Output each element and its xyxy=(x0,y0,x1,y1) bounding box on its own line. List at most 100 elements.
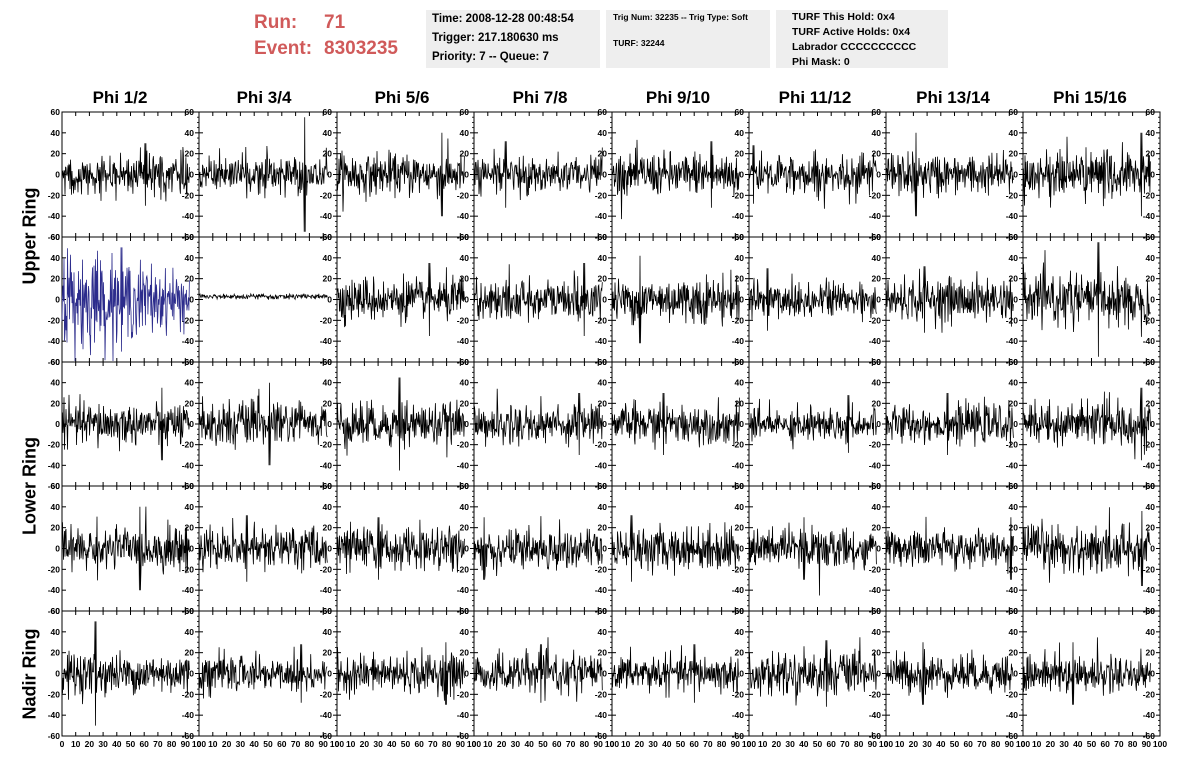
event-value: 8303235 xyxy=(324,38,398,59)
y-tick-label: -20 xyxy=(732,440,745,450)
y-tick-label: 0 xyxy=(876,669,881,679)
waveform-trace xyxy=(748,268,877,331)
x-tick-label: 100 xyxy=(1153,739,1167,749)
y-tick-label-left: -20 xyxy=(48,315,61,325)
y-tick-label: 60 xyxy=(1009,232,1019,242)
y-tick-label: 0 xyxy=(739,419,744,429)
y-tick-label: 0 xyxy=(602,295,607,305)
y-tick-label: 40 xyxy=(872,627,882,637)
y-tick-label: 20 xyxy=(1146,523,1156,533)
y-tick-label: 0 xyxy=(1150,419,1155,429)
y-tick-label: -20 xyxy=(732,315,745,325)
waveform-trace xyxy=(61,387,190,461)
y-tick-label: 20 xyxy=(185,398,195,408)
y-tick-label: 40 xyxy=(460,253,470,263)
y-tick-label-left: -20 xyxy=(48,689,61,699)
y-tick-label: 60 xyxy=(323,232,333,242)
y-tick-label-left: 60 xyxy=(51,107,61,117)
y-tick-label: -40 xyxy=(182,336,195,346)
y-tick-label: 60 xyxy=(872,232,882,242)
x-tick-label: 0 xyxy=(747,739,752,749)
y-tick-label: -40 xyxy=(457,710,470,720)
y-tick-label: -20 xyxy=(1143,315,1156,325)
y-tick-label: -20 xyxy=(595,564,608,574)
y-tick-label: 20 xyxy=(323,149,333,159)
y-tick-label-left: 20 xyxy=(51,274,61,284)
y-tick-label: -20 xyxy=(595,440,608,450)
x-tick-label: 10 xyxy=(71,739,81,749)
y-tick-label: 20 xyxy=(735,523,745,533)
waveform-trace xyxy=(885,642,1014,705)
y-tick-label: -20 xyxy=(732,190,745,200)
waveform-trace xyxy=(473,637,603,703)
y-tick-label: 20 xyxy=(1146,398,1156,408)
y-tick-label-left: 60 xyxy=(51,606,61,616)
y-tick-label: 40 xyxy=(323,378,333,388)
x-tick-label: 100 xyxy=(1016,739,1030,749)
x-tick-label: 40 xyxy=(249,739,259,749)
waveform-trace xyxy=(748,395,877,453)
x-tick-label: 50 xyxy=(263,739,273,749)
y-tick-label: 0 xyxy=(327,669,332,679)
y-tick-label: -40 xyxy=(182,585,195,595)
y-tick-label: 40 xyxy=(1146,502,1156,512)
y-tick-label: 60 xyxy=(1009,107,1019,117)
x-tick-label: 60 xyxy=(277,739,287,749)
x-tick-label: 70 xyxy=(703,739,713,749)
y-tick-label-left: -60 xyxy=(48,606,61,616)
waveform-trace xyxy=(748,637,877,707)
waveform-trace xyxy=(336,132,465,217)
waveform-trace xyxy=(885,132,1014,217)
y-tick-label: 20 xyxy=(1146,274,1156,284)
y-tick-label: 40 xyxy=(872,378,882,388)
y-tick-label: 20 xyxy=(460,398,470,408)
x-tick-label: 10 xyxy=(621,739,631,749)
waveform-trace xyxy=(611,392,740,456)
y-tick-label: -20 xyxy=(457,315,470,325)
x-tick-label: 70 xyxy=(428,739,438,749)
y-tick-label: 20 xyxy=(1009,149,1019,159)
y-tick-label: 40 xyxy=(1146,378,1156,388)
y-tick-label: 60 xyxy=(872,481,882,491)
turf-this-hold-text: TURF This Hold: 0x4 xyxy=(792,11,895,23)
y-tick-label: 40 xyxy=(185,378,195,388)
y-tick-label: -20 xyxy=(1143,440,1156,450)
column-title-phi-13-14: Phi 13/14 xyxy=(916,88,990,107)
y-tick-label: -40 xyxy=(182,211,195,221)
y-tick-label: -40 xyxy=(869,211,882,221)
y-tick-label: -60 xyxy=(182,731,195,741)
waveform-trace xyxy=(61,143,190,206)
y-tick-label: -40 xyxy=(457,211,470,221)
y-tick-label: 60 xyxy=(185,107,195,117)
y-tick-label-left: 40 xyxy=(51,378,61,388)
waveform-trace xyxy=(61,247,190,362)
column-title-phi-11-12: Phi 11/12 xyxy=(778,88,852,107)
y-tick-label: 60 xyxy=(185,481,195,491)
y-tick-label: 20 xyxy=(872,149,882,159)
y-tick-label: -20 xyxy=(869,689,882,699)
x-tick-label: 40 xyxy=(112,739,122,749)
y-tick-label-left: 0 xyxy=(55,544,60,554)
y-tick-label: -60 xyxy=(320,731,333,741)
y-tick-label: 20 xyxy=(460,274,470,284)
y-tick-label: -20 xyxy=(457,190,470,200)
y-tick-label: 20 xyxy=(323,274,333,284)
column-title-phi-5-6: Phi 5/6 xyxy=(374,88,430,107)
x-tick-label: 90 xyxy=(1142,739,1152,749)
waveform-trace xyxy=(336,262,465,337)
y-tick-label: -40 xyxy=(869,460,882,470)
y-tick-label: 20 xyxy=(460,149,470,159)
y-tick-label: -40 xyxy=(732,460,745,470)
y-tick-label: 40 xyxy=(1146,253,1156,263)
y-tick-label: 20 xyxy=(185,149,195,159)
waveform-trace xyxy=(611,644,740,703)
y-tick-label: 40 xyxy=(598,502,608,512)
